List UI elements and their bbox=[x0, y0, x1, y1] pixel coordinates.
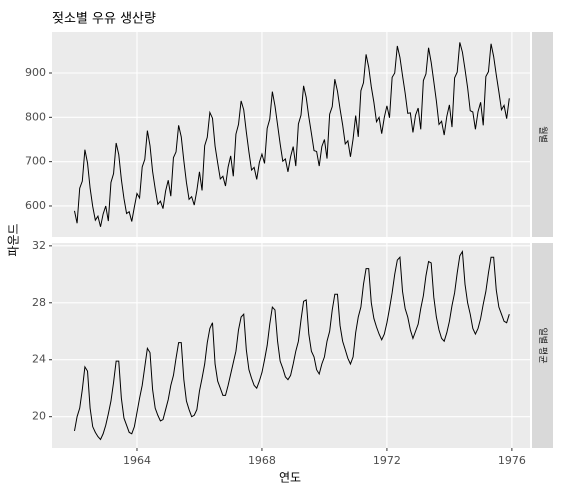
y-tick-label: 32 bbox=[32, 239, 46, 252]
panel-background bbox=[52, 32, 530, 237]
x-tick-label: 1972 bbox=[373, 454, 401, 467]
panel-background bbox=[52, 243, 530, 448]
y-tick-label: 700 bbox=[25, 155, 46, 168]
data-line bbox=[73, 249, 510, 441]
y-tick-label: 20 bbox=[32, 410, 46, 423]
y-tick-label: 900 bbox=[25, 66, 46, 79]
chart-title: 젖소별 우유 생산량 bbox=[52, 12, 156, 27]
y-tick-label: 800 bbox=[25, 110, 46, 123]
facet-strip bbox=[532, 32, 553, 237]
x-axis-label: 연도 bbox=[279, 471, 301, 485]
x-tick-label: 1964 bbox=[123, 454, 151, 467]
data-line bbox=[74, 42, 510, 227]
y-tick-label: 24 bbox=[32, 353, 46, 366]
y-axis-label: 파운드 bbox=[7, 223, 21, 256]
facet-strip bbox=[532, 243, 553, 448]
x-tick-label: 1976 bbox=[498, 454, 526, 467]
y-tick-label: 28 bbox=[32, 296, 46, 309]
facet-label: 일별 평균 bbox=[537, 328, 548, 364]
x-tick-label: 1968 bbox=[248, 454, 276, 467]
y-tick-label: 600 bbox=[25, 199, 46, 212]
facet-label: 월별 bbox=[537, 126, 549, 143]
